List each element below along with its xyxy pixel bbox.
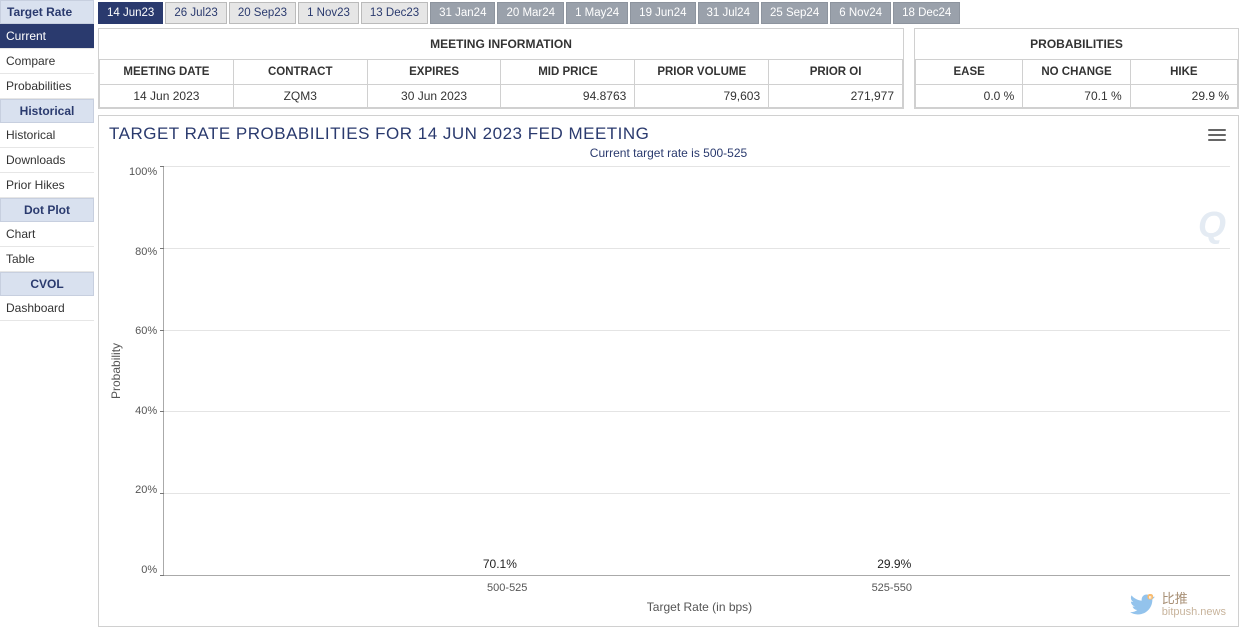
sidebar-item[interactable]: Current xyxy=(0,24,94,49)
meeting-info-panel: MEETING INFORMATION MEETING DATECONTRACT… xyxy=(98,28,904,109)
main-content: 14 Jun2326 Jul2320 Sep231 Nov2313 Dec233… xyxy=(94,0,1243,629)
sidebar-section-header: Historical xyxy=(0,99,94,123)
ease-cell: 0.0 % xyxy=(916,85,1023,108)
y-tick-label: 20% xyxy=(135,484,157,496)
grid-line xyxy=(164,493,1230,494)
date-tab[interactable]: 20 Mar24 xyxy=(497,2,564,24)
date-tab[interactable]: 1 May24 xyxy=(566,2,628,24)
date-tab[interactable]: 25 Sep24 xyxy=(761,2,828,24)
date-tab[interactable]: 14 Jun23 xyxy=(98,2,163,24)
tick-mark xyxy=(160,411,164,412)
date-tabs: 14 Jun2326 Jul2320 Sep231 Nov2313 Dec233… xyxy=(98,2,1239,24)
hike-cell: 29.9 % xyxy=(1130,85,1237,108)
grid-line xyxy=(164,166,1230,167)
sidebar-section-header: Target Rate xyxy=(0,0,94,24)
grid-line xyxy=(164,411,1230,412)
meeting-date-cell: 14 Jun 2023 xyxy=(100,85,234,108)
no-change-cell: 70.1 % xyxy=(1023,85,1130,108)
date-tab[interactable]: 13 Dec23 xyxy=(361,2,428,24)
probabilities-title: PROBABILITIES xyxy=(915,29,1238,59)
table-header: MID PRICE xyxy=(501,60,635,85)
sidebar-item[interactable]: Downloads xyxy=(0,148,94,173)
y-tick-label: 0% xyxy=(141,564,157,576)
y-tick-label: 100% xyxy=(129,166,157,178)
bar-wrap: 70.1% xyxy=(436,557,564,575)
y-ticks: 100% 80% 60% 40% 20% 0% xyxy=(125,166,163,576)
svg-text:B: B xyxy=(1149,595,1152,599)
bar-wrap: 29.9% xyxy=(830,557,958,575)
table-header: CONTRACT xyxy=(233,60,367,85)
table-header: PRIOR VOLUME xyxy=(635,60,769,85)
chart-card: TARGET RATE PROBABILITIES FOR 14 JUN 202… xyxy=(98,115,1239,627)
bar-value-label: 70.1% xyxy=(483,557,517,571)
x-axis-title: Target Rate (in bps) xyxy=(169,600,1230,614)
table-header: EXPIRES xyxy=(367,60,501,85)
plot-area: Q 70.1%29.9% xyxy=(163,166,1230,576)
date-tab[interactable]: 26 Jul23 xyxy=(165,2,226,24)
probabilities-table: EASENO CHANGEHIKE 0.0 % 70.1 % 29.9 % xyxy=(915,59,1238,108)
chart-menu-icon[interactable] xyxy=(1208,126,1226,140)
date-tab[interactable]: 1 Nov23 xyxy=(298,2,359,24)
tick-mark xyxy=(160,330,164,331)
date-tab[interactable]: 20 Sep23 xyxy=(229,2,296,24)
tick-mark xyxy=(160,248,164,249)
probabilities-panel: PROBABILITIES EASENO CHANGEHIKE 0.0 % 70… xyxy=(914,28,1239,109)
x-tick-label: 500-525 xyxy=(443,582,571,594)
sidebar-item[interactable]: Historical xyxy=(0,123,94,148)
table-header: NO CHANGE xyxy=(1023,60,1130,85)
meeting-info-title: MEETING INFORMATION xyxy=(99,29,903,59)
y-tick-label: 40% xyxy=(135,405,157,417)
x-tick-label: 525-550 xyxy=(828,582,956,594)
table-header: HIKE xyxy=(1130,60,1237,85)
sidebar-section-header: Dot Plot xyxy=(0,198,94,222)
date-tab[interactable]: 18 Dec24 xyxy=(893,2,960,24)
table-header: EASE xyxy=(916,60,1023,85)
y-tick-label: 60% xyxy=(135,325,157,337)
sidebar-item[interactable]: Chart xyxy=(0,222,94,247)
sidebar: Target RateCurrentCompareProbabilitiesHi… xyxy=(0,0,94,629)
date-tab[interactable]: 19 Jun24 xyxy=(630,2,695,24)
contract-cell: ZQM3 xyxy=(233,85,367,108)
tick-mark xyxy=(160,493,164,494)
prior-oi-cell: 271,977 xyxy=(769,85,903,108)
bird-icon: B xyxy=(1128,594,1156,616)
expires-cell: 30 Jun 2023 xyxy=(367,85,501,108)
table-header: PRIOR OI xyxy=(769,60,903,85)
grid-line xyxy=(164,248,1230,249)
sidebar-item[interactable]: Table xyxy=(0,247,94,272)
sidebar-item[interactable]: Prior Hikes xyxy=(0,173,94,198)
tick-mark xyxy=(160,575,164,576)
meeting-info-table: MEETING DATECONTRACTEXPIRESMID PRICEPRIO… xyxy=(99,59,903,108)
sidebar-item[interactable]: Dashboard xyxy=(0,296,94,321)
x-labels: 500-525 525-550 xyxy=(169,576,1230,594)
y-tick-label: 80% xyxy=(135,246,157,258)
date-tab[interactable]: 6 Nov24 xyxy=(830,2,891,24)
chart-title: TARGET RATE PROBABILITIES FOR 14 JUN 202… xyxy=(109,124,1230,144)
bar-value-label: 29.9% xyxy=(877,557,911,571)
footer-brand-cn: 比推 xyxy=(1162,592,1226,606)
tick-mark xyxy=(160,166,164,167)
date-tab[interactable]: 31 Jul24 xyxy=(698,2,759,24)
sidebar-section-header: CVOL xyxy=(0,272,94,296)
y-axis-label: Probability xyxy=(107,166,125,576)
footer-watermark: B 比推 bitpush.news xyxy=(1128,592,1226,618)
grid-line xyxy=(164,330,1230,331)
table-header: MEETING DATE xyxy=(100,60,234,85)
sidebar-item[interactable]: Compare xyxy=(0,49,94,74)
chart-subtitle: Current target rate is 500-525 xyxy=(107,146,1230,160)
date-tab[interactable]: 31 Jan24 xyxy=(430,2,495,24)
mid-price-cell: 94.8763 xyxy=(501,85,635,108)
sidebar-item[interactable]: Probabilities xyxy=(0,74,94,99)
prior-volume-cell: 79,603 xyxy=(635,85,769,108)
